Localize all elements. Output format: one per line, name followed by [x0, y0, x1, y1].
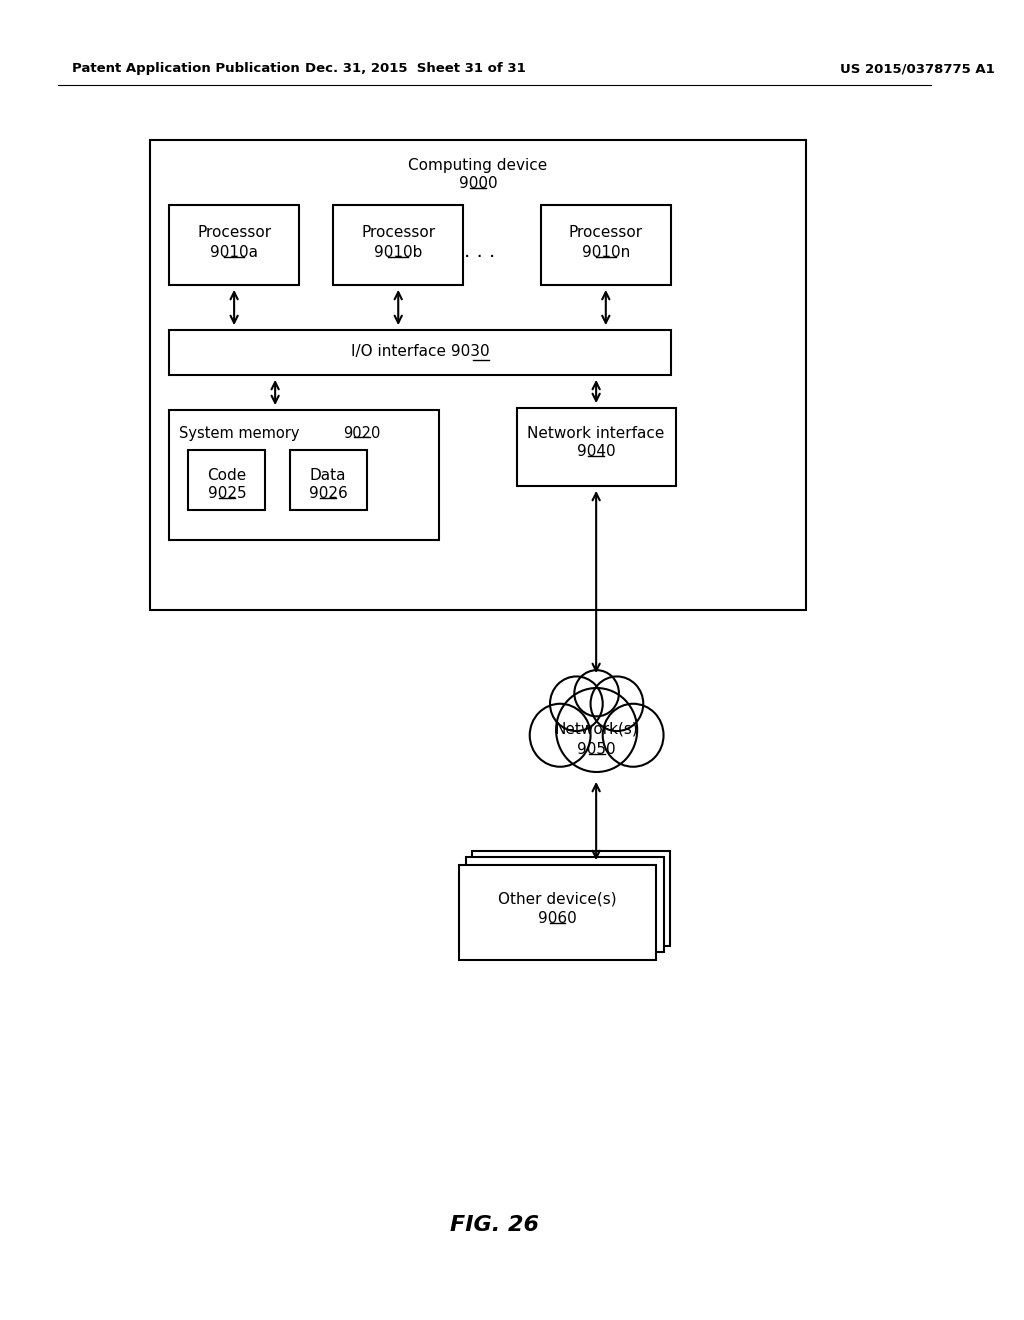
Bar [150, 140, 806, 610]
Circle shape [529, 704, 591, 767]
Text: 9010b: 9010b [374, 246, 423, 260]
Text: 9050: 9050 [578, 742, 616, 756]
Text: Processor: Processor [197, 224, 271, 240]
Text: Dec. 31, 2015  Sheet 31 of 31: Dec. 31, 2015 Sheet 31 of 31 [305, 62, 525, 75]
Text: Processor: Processor [568, 224, 643, 240]
Circle shape [591, 676, 643, 731]
Bar [333, 205, 464, 285]
Text: 9010n: 9010n [582, 246, 630, 260]
Text: 9000: 9000 [459, 176, 498, 191]
Text: 9040: 9040 [577, 444, 615, 459]
Circle shape [603, 704, 664, 767]
Bar [169, 330, 671, 375]
Bar [472, 851, 670, 946]
Text: Processor: Processor [361, 224, 435, 240]
Bar [188, 450, 265, 510]
Text: Network interface: Network interface [527, 426, 665, 441]
Text: I/O interface 9030: I/O interface 9030 [350, 345, 489, 359]
Text: 9026: 9026 [309, 486, 347, 502]
Text: . . .: . . . [464, 242, 496, 261]
Text: System memory: System memory [178, 426, 308, 441]
Bar [459, 865, 656, 960]
Text: Computing device: Computing device [409, 158, 548, 173]
Text: US 2015/0378775 A1: US 2015/0378775 A1 [840, 62, 994, 75]
Bar [541, 205, 671, 285]
Text: Patent Application Publication: Patent Application Publication [73, 62, 300, 75]
Text: 9020: 9020 [343, 426, 381, 441]
Text: Data: Data [310, 469, 346, 483]
Bar [169, 411, 439, 540]
Circle shape [574, 671, 618, 717]
Text: 9060: 9060 [539, 911, 577, 927]
Text: FIG. 26: FIG. 26 [450, 1214, 539, 1236]
Text: Code: Code [207, 469, 247, 483]
Circle shape [556, 688, 637, 772]
Text: Other device(s): Other device(s) [499, 891, 616, 906]
Bar [466, 857, 665, 952]
Bar [290, 450, 367, 510]
Text: 9010a: 9010a [210, 246, 258, 260]
Circle shape [550, 676, 603, 731]
Text: 9025: 9025 [208, 486, 246, 502]
Bar [169, 205, 299, 285]
Bar [516, 408, 676, 486]
Text: Network(s): Network(s) [555, 722, 639, 737]
